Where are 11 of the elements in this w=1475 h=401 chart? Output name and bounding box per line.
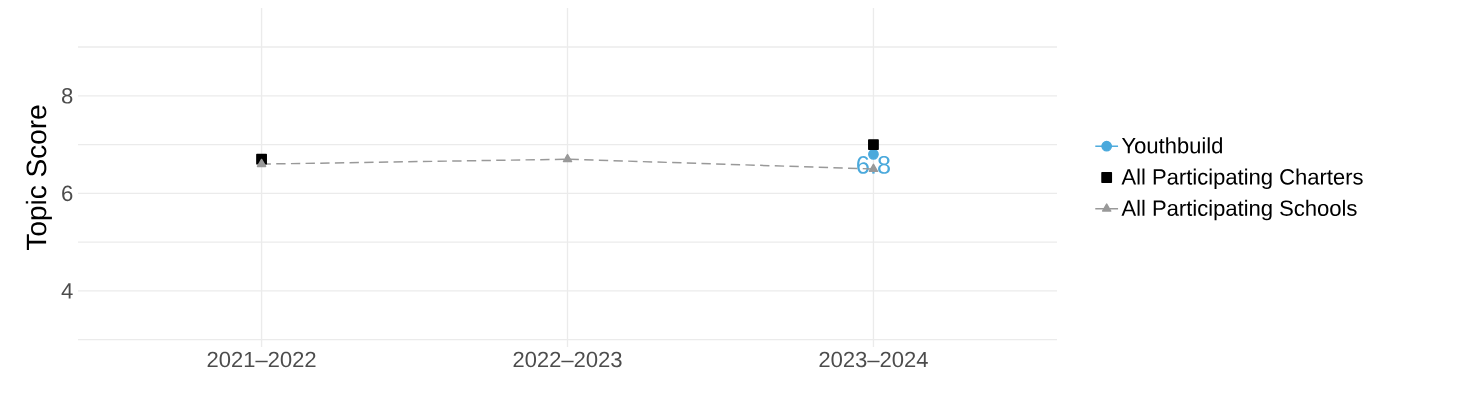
x-tick-label: 2022–2023 [513,351,622,368]
legend-label: Youthbuild [1121,137,1222,154]
y-tick-label: 6 [62,185,73,202]
x-tick-label: 2023–2024 [819,351,928,368]
y-axis-title: Topic Score [25,105,52,251]
y-tick-label: 8 [62,88,73,104]
legend-label: All Participating Schools [1121,199,1357,221]
y-tick-label: 4 [61,283,73,299]
legend-label: All Participating Charters [1121,168,1363,190]
data-label: 6.8 [857,155,890,174]
x-tick-label: 2021–2022 [207,351,316,368]
